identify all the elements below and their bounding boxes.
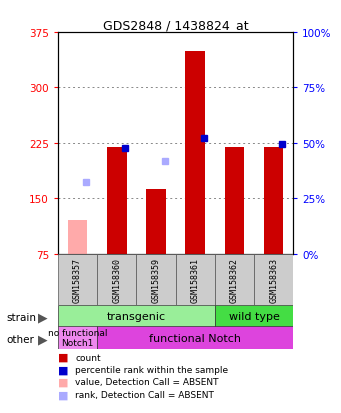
Text: ■: ■ (58, 352, 69, 362)
Bar (97, 327, 293, 349)
Text: ▶: ▶ (38, 332, 47, 346)
Text: value, Detection Call = ABSENT: value, Detection Call = ABSENT (75, 377, 219, 387)
Text: GSM158360: GSM158360 (112, 257, 121, 302)
Text: other: other (7, 334, 35, 344)
Bar (58, 327, 97, 349)
Text: strain: strain (7, 312, 37, 322)
Bar (136, 254, 176, 305)
Bar (225, 147, 244, 254)
Bar (107, 147, 127, 254)
Bar (97, 254, 136, 305)
Text: functional Notch: functional Notch (149, 333, 241, 343)
Text: ■: ■ (58, 377, 69, 387)
Bar (215, 305, 293, 327)
Text: GSM158361: GSM158361 (191, 257, 200, 302)
Bar (176, 254, 215, 305)
Text: rank, Detection Call = ABSENT: rank, Detection Call = ABSENT (75, 390, 214, 399)
Text: GSM158357: GSM158357 (73, 257, 82, 302)
Bar (58, 305, 215, 327)
Text: wild type: wild type (228, 311, 280, 321)
Text: transgenic: transgenic (107, 311, 166, 321)
Text: ■: ■ (58, 389, 69, 399)
Text: ■: ■ (58, 365, 69, 375)
Text: GSM158362: GSM158362 (230, 257, 239, 302)
Bar (68, 221, 87, 254)
Bar (146, 190, 166, 254)
Bar (215, 254, 254, 305)
Title: GDS2848 / 1438824_at: GDS2848 / 1438824_at (103, 19, 249, 32)
Bar (58, 254, 97, 305)
Bar (264, 147, 283, 254)
Text: count: count (75, 353, 101, 362)
Text: GSM158359: GSM158359 (151, 257, 161, 302)
Text: no functional
Notch1: no functional Notch1 (48, 328, 107, 347)
Text: GSM158363: GSM158363 (269, 257, 278, 302)
Text: ▶: ▶ (38, 311, 47, 324)
Text: percentile rank within the sample: percentile rank within the sample (75, 365, 228, 374)
Bar (186, 52, 205, 254)
Bar (254, 254, 293, 305)
